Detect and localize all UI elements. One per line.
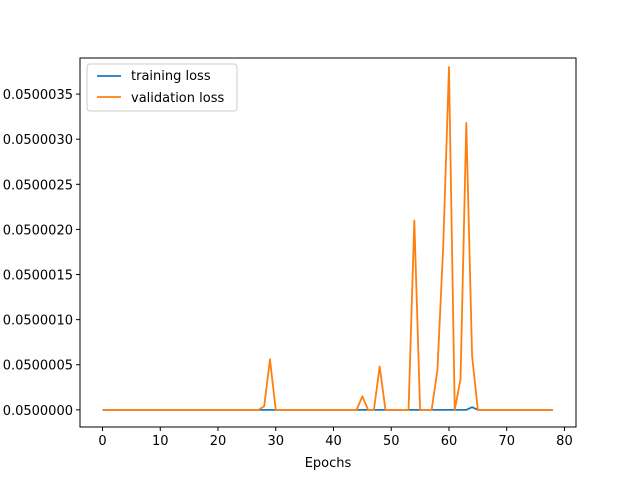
legend-box: [86, 63, 238, 112]
plot-background: [80, 58, 576, 427]
y-tick-label: 0.0500025: [3, 178, 73, 193]
x-tick-label: 40: [325, 434, 342, 449]
y-tick-label: 0.0500030: [3, 133, 73, 148]
series-line-validation-loss: [102, 66, 553, 411]
plot-frame: [79, 57, 577, 428]
y-axis: 0.0500000 0.0500005 0.0500010 0.0500015 0.05…: [3, 88, 80, 419]
y-tick-label: 0.0500005: [3, 359, 73, 374]
y-tick-label: 0.0500020: [3, 223, 73, 238]
x-tick-label: 50: [383, 434, 400, 449]
y-tick-label: 0.0500015: [3, 269, 73, 284]
x-tick-label: 80: [556, 434, 573, 449]
x-tick-label: 70: [498, 434, 515, 449]
y-tick-label: 0.0500000: [3, 404, 73, 419]
x-axis-label: Epochs: [305, 456, 352, 471]
x-tick-label: 60: [441, 434, 458, 449]
y-tick-label: 0.0500010: [3, 314, 73, 329]
x-tick-label: 30: [267, 434, 284, 449]
legend-label-training-loss: training loss: [131, 69, 211, 84]
x-tick-label: 0: [98, 434, 106, 449]
x-axis: 0 10 20 30 40 50 60 70 80: [98, 427, 573, 449]
legend: training loss validation loss: [86, 63, 238, 112]
x-tick-label: 20: [210, 434, 227, 449]
x-tick-label: 10: [152, 434, 169, 449]
legend-label-validation-loss: validation loss: [131, 91, 224, 106]
y-tick-label: 0.0500035: [3, 88, 73, 103]
series-layer: [102, 66, 553, 411]
